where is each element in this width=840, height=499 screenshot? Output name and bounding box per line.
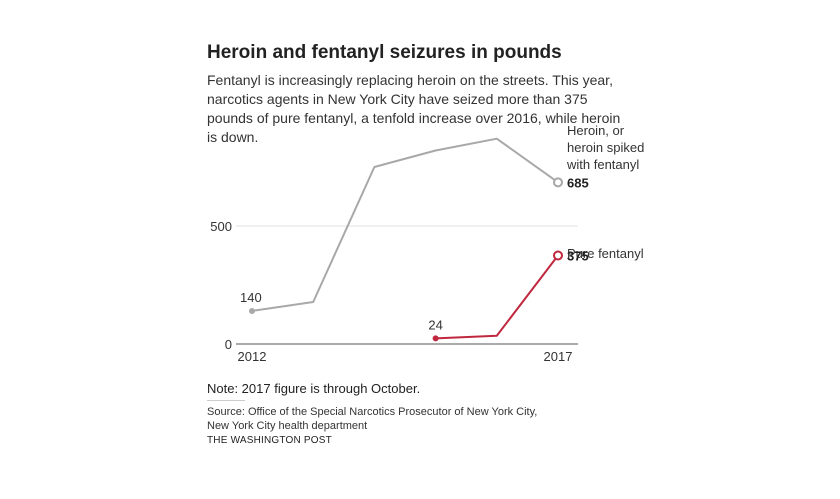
series-name-label: Pure fentanyl (567, 246, 644, 261)
chart-note: Note: 2017 figure is through October. (207, 381, 421, 396)
start-value-label: 140 (240, 290, 262, 305)
end-value-label: 685 (567, 175, 589, 190)
x-tick-label: 2012 (238, 349, 267, 364)
source-line: Source: Office of the Special Narcotics … (207, 406, 538, 418)
x-tick-label: 2017 (544, 349, 573, 364)
series-end-point (553, 250, 563, 261)
end-value-label: 375 (567, 249, 589, 264)
y-tick-label: 0 (225, 337, 232, 352)
start-value-label: 24 (428, 317, 442, 332)
source-line: New York City health department (207, 420, 368, 432)
note-divider (207, 400, 245, 401)
series-start-point (249, 307, 255, 314)
series-end-point (553, 177, 563, 188)
series-name-label: with fentanyl (566, 157, 639, 172)
chart-source: Source: Office of the Special Narcotics … (207, 405, 567, 433)
publisher-credit: THE WASHINGTON POST (207, 435, 332, 446)
series-start-point (432, 335, 439, 342)
fentanyl-series-line (435, 254, 559, 340)
chart-title: Heroin and fentanyl seizures in pounds (207, 42, 562, 63)
series-name-label: heroin spiked (567, 140, 644, 155)
series-name-label: Heroin, or (567, 123, 625, 138)
heroin-series-line (251, 137, 559, 312)
y-tick-label: 500 (210, 219, 232, 234)
chart-subtitle: Fentanyl is increasingly replacing heroi… (207, 72, 621, 145)
